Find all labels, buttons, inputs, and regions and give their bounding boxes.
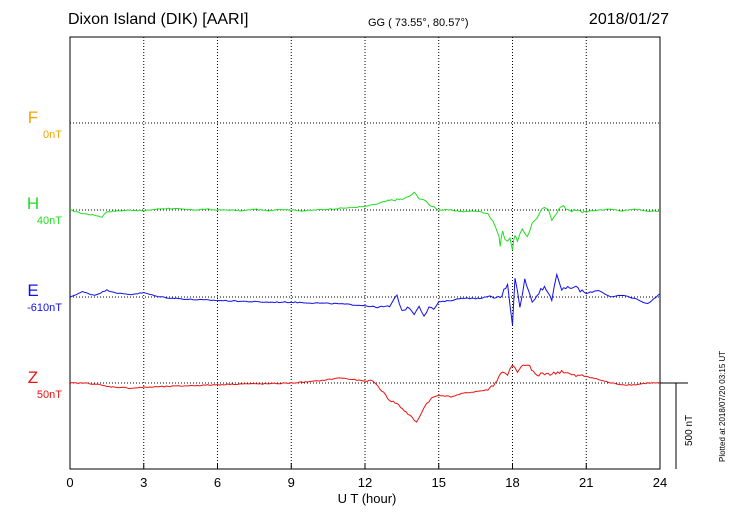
component-H-name: H (26, 194, 40, 213)
x-tick-label-3: 3 (140, 475, 147, 490)
series-line-Z (69, 364, 661, 423)
label-Z: Z 50nT (0, 368, 66, 402)
scale-bar: 500 nT (660, 382, 695, 469)
x-tick-label-0: 0 (66, 475, 73, 490)
scale-bar-label: 500 nT (684, 415, 695, 446)
x-tick-label-9: 9 (288, 475, 295, 490)
label-E: E -610nT (0, 281, 66, 315)
component-Z-name: Z (27, 368, 39, 387)
geographic-coordinates: GG ( 73.55°, 80.57°) (368, 17, 469, 29)
component-H-offset: 40nT (36, 215, 62, 227)
x-tick-label-6: 6 (214, 475, 221, 490)
x-tick-label-21: 21 (579, 475, 593, 490)
x-axis: 0 3 6 9 12 15 18 21 24 (66, 463, 667, 490)
x-tick-label-12: 12 (358, 475, 372, 490)
component-Z-offset: 50nT (36, 389, 62, 401)
series-line-H (69, 191, 661, 251)
component-F-name: F (27, 108, 39, 127)
station-title: Dixon Island (DIK) [AARI] (68, 11, 249, 28)
plotted-timestamp: Plotted at 2018/07/20 03:15 UT (718, 350, 727, 462)
observation-date: 2018/01/27 (588, 11, 669, 28)
series-line-E (69, 272, 661, 326)
component-E-offset: -610nT (27, 302, 62, 314)
series-group (69, 191, 661, 423)
component-F-offset: 0nT (43, 129, 62, 141)
x-tick-label-18: 18 (505, 475, 519, 490)
label-F: F 0nT (0, 108, 66, 142)
label-H: H 40nT (0, 194, 66, 228)
component-E-name: E (27, 281, 39, 300)
x-axis-title: U T (hour) (338, 491, 397, 506)
x-tick-label-24: 24 (653, 475, 667, 490)
x-tick-label-15: 15 (432, 475, 446, 490)
grid-lines (70, 37, 660, 469)
